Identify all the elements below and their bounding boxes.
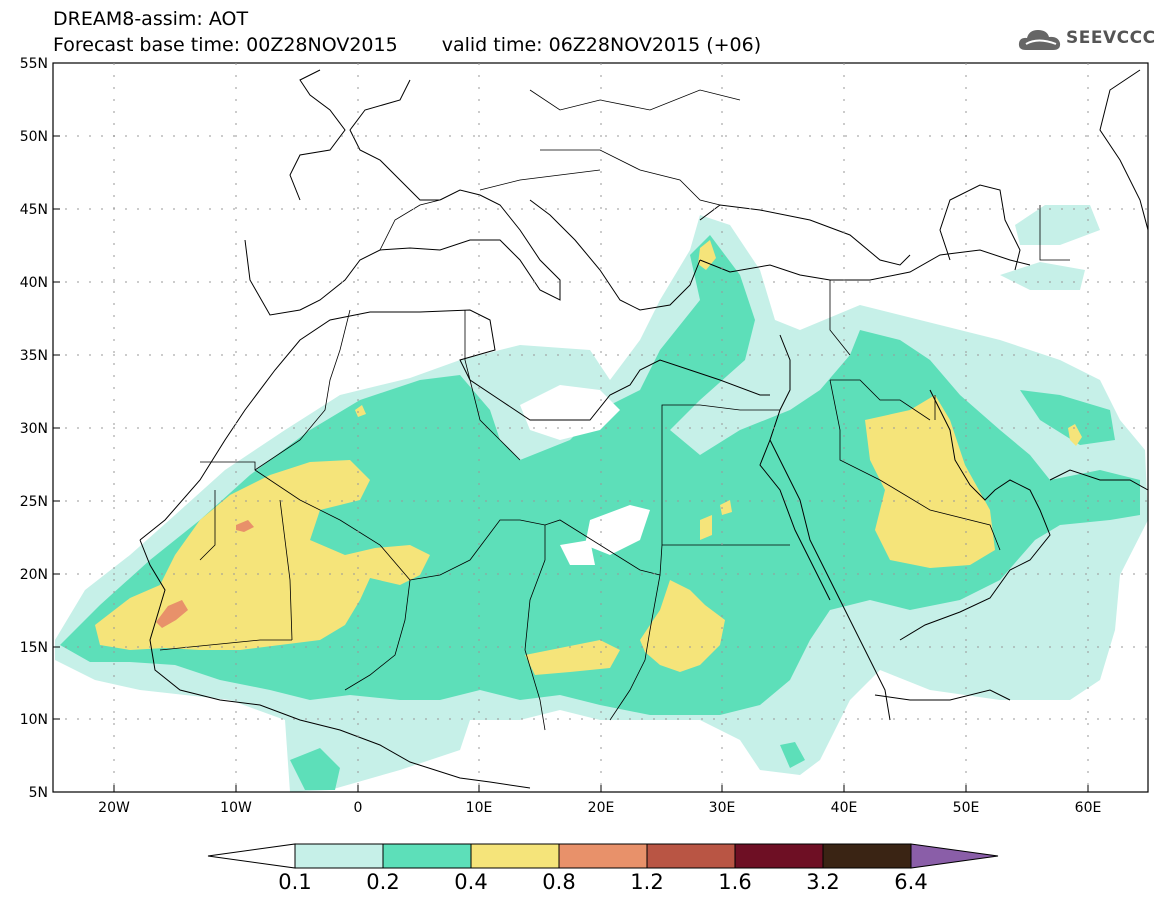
lat-label: 20N [20,567,48,583]
colorbar-label: 1.2 [630,870,664,894]
lat-labels: 55N 50N 45N 40N 35N 30N 25N 20N 15N 10N … [20,56,48,801]
aot-clear-areas [520,385,650,565]
valid-time: valid time: 06Z28NOV2015 (+06) [441,34,762,56]
lon-label: 10W [220,800,252,816]
lat-label: 50N [20,129,48,145]
lat-label: 45N [20,202,48,218]
seevccc-logo: SEEVCCC [1018,24,1158,56]
colorbar [207,843,999,869]
lat-label: 25N [20,494,48,510]
colorbar-label: 0.2 [366,870,400,894]
lat-label: 55N [20,56,48,72]
logo-text: SEEVCCC [1066,28,1156,48]
colorbar-left-arrow [207,843,296,869]
lat-label: 10N [20,712,48,728]
lon-label: 20E [588,800,615,816]
colorbar-swatch [734,843,824,869]
chart-title: DREAM8-assim: AOT [53,8,249,30]
coastlines-and-borders [139,69,1149,789]
lon-label: 50E [953,800,980,816]
country-borders [159,89,1070,731]
colorbar-swatch [558,843,648,869]
colorbar-swatch [294,843,384,869]
colorbar-label: 1.6 [718,870,752,894]
lat-label: 15N [20,640,48,656]
time-info: Forecast base time: 00Z28NOV2015 valid ti… [53,34,761,56]
lon-label: 30E [709,800,736,816]
colorbar-label: 0.4 [454,870,488,894]
cloud-icon [1018,30,1061,50]
lat-label: 40N [20,275,48,291]
lon-label: 60E [1075,800,1102,816]
lat-label: 35N [20,348,48,364]
aot-band-0.8 [156,520,254,628]
axis-ticks [53,62,1089,793]
colorbar-right-arrow [910,843,999,869]
colorbar-swatch [646,843,736,869]
lon-label: 40E [831,800,858,816]
lon-label: 0 [354,800,363,816]
lat-label: 30N [20,421,48,437]
colorbar-swatch [822,843,912,869]
lat-label: 5N [29,785,48,801]
gridlines [53,63,1148,792]
colorbar-label: 6.4 [894,870,928,894]
colorbar-swatch [470,843,560,869]
colorbar-label: 0.1 [278,870,312,894]
lon-label: 10E [466,800,493,816]
colorbar-label: 3.2 [806,870,840,894]
lon-label: 20W [98,800,130,816]
lon-labels: 20W 10W 0 10E 20E 30E 40E 50E 60E [98,800,1101,816]
colorbar-label: 0.8 [542,870,576,894]
base-time: Forecast base time: 00Z28NOV2015 [53,34,398,56]
colorbar-swatch [382,843,472,869]
